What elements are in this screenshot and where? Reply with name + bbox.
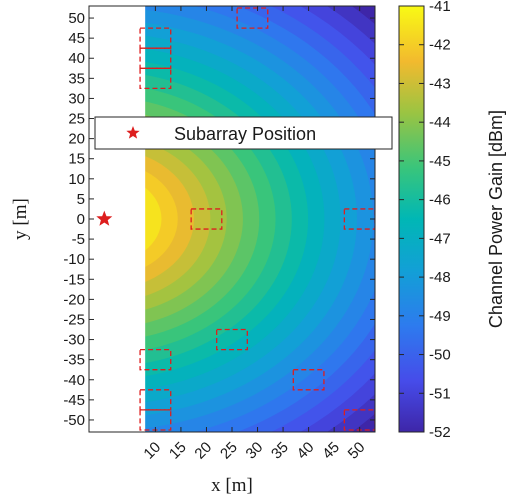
y-tick-label: -5 <box>72 231 85 248</box>
y-tick-label: -35 <box>63 352 85 369</box>
colorbar-tick-label: -50 <box>429 347 451 364</box>
dashed-box <box>139 47 172 69</box>
colorbar-ticks: -41 -42 -43 -44 -45 -46 -47 -48 -49 -50 -51 -52 <box>399 0 451 441</box>
dashed-box-layer <box>139 7 375 431</box>
legend-star-marker <box>126 126 140 139</box>
y-tick-label: -10 <box>63 251 85 268</box>
y-tick-label: 20 <box>68 131 85 148</box>
colorbar-frame <box>398 5 425 433</box>
legend-box <box>94 116 393 150</box>
y-tick-label: -40 <box>63 372 85 389</box>
y-tick-label: 25 <box>68 111 85 128</box>
colorbar-tick-label: -43 <box>429 75 451 92</box>
y-tick-label: 45 <box>68 30 85 47</box>
colorbar-tick-label: -44 <box>429 114 451 131</box>
colorbar-tick-label: -47 <box>429 230 451 247</box>
y-axis-label: y [m] <box>10 198 31 240</box>
colorbar-tick-label: -41 <box>429 0 451 15</box>
y-tick-label: 10 <box>68 171 85 188</box>
y-tick-label: 15 <box>68 151 85 168</box>
colorbar-tick-label: -51 <box>429 385 451 402</box>
y-tick-label: -20 <box>63 291 85 308</box>
y-tick-label: 50 <box>68 10 85 27</box>
dashed-box <box>236 7 269 29</box>
x-tick-label: 10 <box>140 439 164 463</box>
y-tick-label: -45 <box>63 392 85 409</box>
dashed-box <box>190 208 223 230</box>
dashed-box <box>139 27 172 49</box>
colorbar-tick-label: -45 <box>429 153 451 170</box>
y-tick-label: -25 <box>63 311 85 328</box>
colorbar-tick-label: -42 <box>429 37 451 54</box>
colorbar-tick-label: -52 <box>429 424 451 441</box>
y-tick-label: -15 <box>63 271 85 288</box>
dashed-box <box>139 67 172 90</box>
x-tick-label: 25 <box>217 439 241 463</box>
colorbar-gradient <box>399 6 424 432</box>
colorbar-tick-label: -46 <box>429 192 451 209</box>
x-tick-label: 45 <box>319 439 343 463</box>
x-tick-label: 20 <box>191 439 215 463</box>
dashed-box <box>343 208 375 230</box>
x-tick-label: 50 <box>345 439 369 463</box>
empty-region <box>89 6 146 432</box>
x-tick-label: 35 <box>268 439 292 463</box>
y-tick-label: -50 <box>63 412 85 429</box>
subarray-position-marker <box>96 210 113 226</box>
marker-layer <box>96 210 113 226</box>
colorbar-label: Channel Power Gain [dBm] <box>486 110 506 328</box>
dashed-box <box>139 389 172 411</box>
dashed-box <box>292 369 325 391</box>
y-tick-label: 5 <box>77 191 85 208</box>
y-tick-label: 35 <box>68 70 85 87</box>
x-tick-label: 40 <box>294 439 318 463</box>
x-axis-label: x [m] <box>211 475 253 496</box>
colorbar: -41 -42 -43 -44 -45 -46 -47 -48 -49 -50 -51 -52 Cha… <box>398 0 506 441</box>
x-tick-label: 30 <box>243 439 267 463</box>
dashed-box <box>139 348 172 371</box>
legend-label: Subarray Position <box>174 124 316 144</box>
colorbar-tick-label: -48 <box>429 269 451 286</box>
y-tick-label: 40 <box>68 50 85 67</box>
y-tick-label: 30 <box>68 90 85 107</box>
dashed-box <box>216 328 248 351</box>
legend: Subarray Position <box>94 116 393 150</box>
x-tick-label: 15 <box>166 439 190 463</box>
y-tick-label: 0 <box>77 211 85 228</box>
colorbar-tick-label: -49 <box>429 308 451 325</box>
y-tick-label: -30 <box>63 332 85 349</box>
